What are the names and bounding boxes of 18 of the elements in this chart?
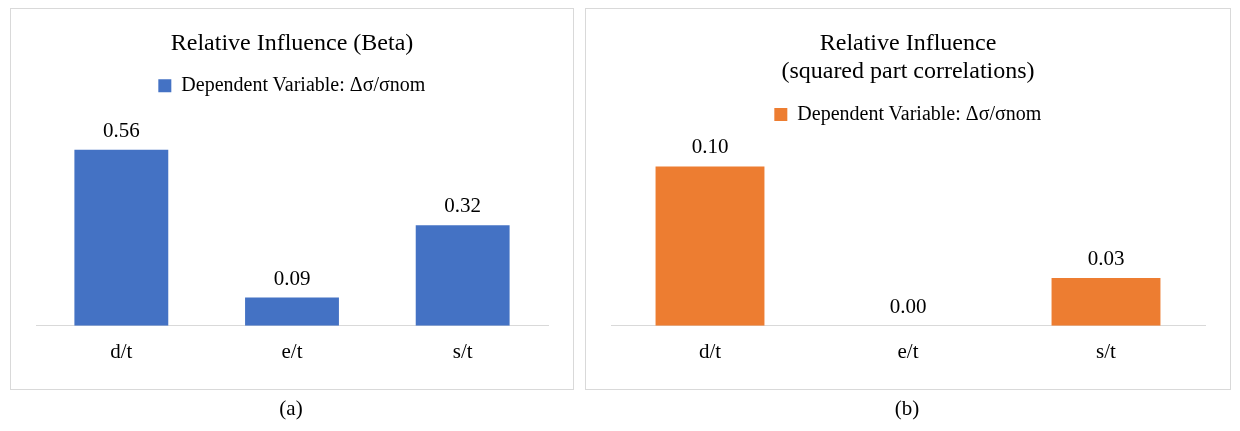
chart-title: Relative Influence (squared part correlations) [781, 28, 1035, 84]
data-label: 0.32 [444, 193, 482, 218]
data-label: 0.09 [273, 265, 311, 290]
x-tick-label: e/t [897, 338, 919, 363]
data-label: 0.56 [102, 117, 140, 142]
x-tick-label: e/t [281, 338, 303, 363]
x-tick-label: s/t [1096, 338, 1117, 363]
data-label: 0.00 [889, 293, 927, 318]
chart-title: Relative Influence (Beta) [170, 28, 414, 55]
legend-label: Dependent Variable: Δσ/σnom [797, 101, 1042, 125]
text: (b) [893, 396, 921, 421]
data-label: 0.10 [691, 134, 729, 159]
data-label: 0.03 [1087, 246, 1125, 271]
x-tick-label: s/t [452, 338, 473, 363]
x-tick-label: d/t [110, 338, 133, 363]
legend-label: Dependent Variable: Δσ/σnom [181, 73, 426, 97]
x-tick-label: d/t [698, 338, 722, 363]
text: (a) [278, 396, 304, 421]
